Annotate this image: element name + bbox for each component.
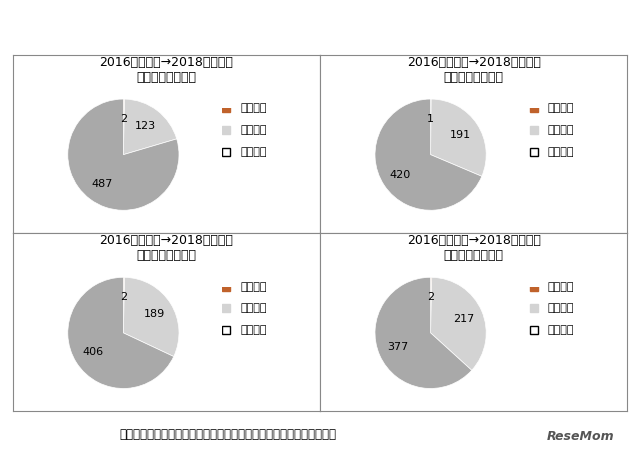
Text: 377: 377: [387, 342, 408, 352]
Wedge shape: [124, 277, 125, 333]
Text: ReseMom: ReseMom: [547, 430, 614, 443]
Wedge shape: [431, 277, 432, 333]
Text: 2: 2: [428, 292, 435, 302]
Wedge shape: [375, 99, 482, 210]
Text: 217: 217: [453, 314, 474, 324]
Wedge shape: [68, 99, 179, 210]
Wedge shape: [124, 277, 179, 356]
Text: 487: 487: [91, 179, 113, 189]
Text: ６回なし: ６回なし: [547, 325, 574, 335]
Text: 2016年度小４→2018年度小６
３年間の被害経験: 2016年度小４→2018年度小６ ３年間の被害経験: [99, 56, 234, 84]
Text: ６回継続: ６回継続: [240, 103, 267, 113]
Text: 406: 406: [83, 347, 104, 357]
Wedge shape: [124, 99, 125, 154]
Text: ６回なし: ６回なし: [240, 147, 267, 157]
Text: 123: 123: [135, 121, 156, 131]
Text: 中　　間: 中 間: [547, 303, 574, 314]
Text: 中　　間: 中 間: [547, 125, 574, 135]
Text: 420: 420: [390, 170, 411, 180]
Text: ６回継続: ６回継続: [240, 282, 267, 292]
Wedge shape: [431, 277, 486, 370]
Wedge shape: [375, 277, 472, 388]
Text: 中　　間: 中 間: [240, 303, 267, 314]
Text: 2016年度中１→2018年度中３
３年間の加害経験: 2016年度中１→2018年度中３ ３年間の加害経験: [406, 234, 541, 262]
Text: 2016年度中１→2018年度中３
３年間の被害経験: 2016年度中１→2018年度中３ ３年間の被害経験: [99, 234, 234, 262]
Wedge shape: [124, 99, 177, 154]
Text: ５回継続: ５回継続: [547, 103, 574, 113]
Wedge shape: [431, 99, 486, 176]
Text: 191: 191: [451, 130, 472, 140]
Text: 2016年度小４→2018年度小６
３年間の加害経験: 2016年度小４→2018年度小６ ３年間の加害経験: [406, 56, 541, 84]
Text: ６回なし: ６回なし: [547, 147, 574, 157]
Text: 中　　間: 中 間: [240, 125, 267, 135]
Text: 2: 2: [120, 113, 127, 123]
Text: 図４－２「仲間はずれ・無視・陰口」の継続・再発率：「推進法」後: 図４－２「仲間はずれ・無視・陰口」の継続・再発率：「推進法」後: [119, 428, 337, 441]
Text: 189: 189: [143, 309, 164, 319]
Text: ５回継続: ５回継続: [547, 282, 574, 292]
Text: 1: 1: [428, 113, 435, 123]
Wedge shape: [68, 277, 173, 388]
Text: 2: 2: [120, 292, 127, 302]
Text: ６回なし: ６回なし: [240, 325, 267, 335]
